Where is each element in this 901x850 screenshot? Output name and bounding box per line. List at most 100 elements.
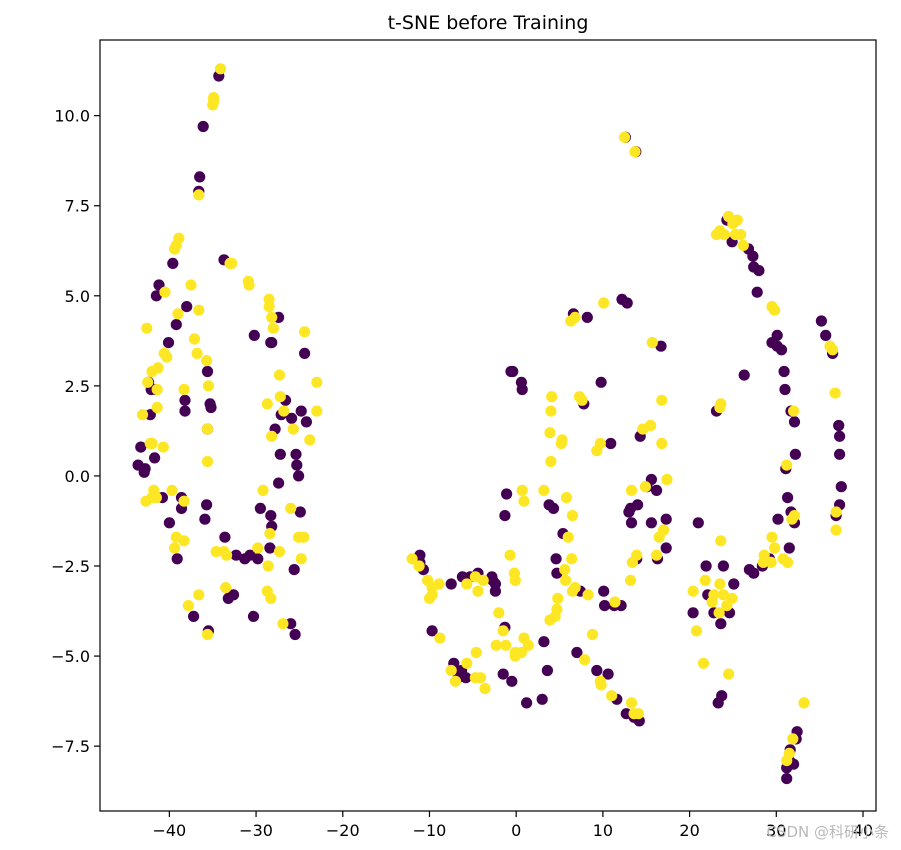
data-point-class-1 — [220, 582, 232, 594]
data-point-class-0 — [144, 409, 156, 421]
data-point-class-1 — [579, 654, 591, 666]
data-point-class-1 — [142, 376, 154, 388]
data-point-class-0 — [788, 416, 801, 428]
data-point-class-1 — [267, 322, 279, 334]
data-point-class-1 — [781, 459, 793, 471]
data-point-class-1 — [252, 542, 264, 554]
y-tick-label: −5.0 — [51, 647, 90, 666]
data-point-class-0 — [445, 578, 457, 590]
data-point-class-1 — [298, 531, 310, 543]
data-point-class-1 — [178, 495, 190, 507]
data-point-class-0 — [197, 120, 209, 133]
data-point-class-1 — [201, 628, 214, 641]
data-point-class-0 — [139, 463, 151, 475]
data-point-class-1 — [645, 419, 657, 432]
data-point-class-1 — [287, 423, 299, 435]
data-point-class-0 — [286, 412, 298, 424]
data-point-class-1 — [552, 592, 564, 605]
data-point-class-1 — [188, 333, 201, 345]
data-point-class-1 — [151, 383, 163, 396]
x-tick-label: 30 — [766, 821, 786, 840]
x-tick-label: 10 — [593, 821, 613, 840]
data-point-class-1 — [661, 473, 673, 486]
data-point-class-1 — [769, 304, 781, 316]
data-point-class-1 — [586, 628, 599, 641]
data-point-class-1 — [218, 546, 230, 558]
data-point-class-1 — [277, 618, 289, 630]
x-tick-label: 20 — [679, 821, 699, 840]
data-point-class-0 — [595, 376, 607, 388]
data-point-class-1 — [490, 639, 502, 651]
data-point-class-0 — [179, 394, 191, 406]
data-point-class-0 — [521, 697, 533, 709]
data-point-class-0 — [181, 301, 193, 313]
data-point-class-0 — [715, 618, 727, 630]
data-point-class-1 — [413, 560, 425, 572]
data-point-class-1 — [504, 549, 516, 561]
data-point-class-1 — [472, 585, 484, 597]
data-point-class-1 — [434, 632, 446, 644]
y-tick-label: −2.5 — [51, 557, 90, 576]
data-point-class-1 — [144, 437, 156, 450]
plot-frame — [99, 39, 877, 812]
data-point-class-0 — [834, 430, 846, 442]
data-point-class-1 — [311, 376, 323, 388]
data-point-class-0 — [621, 297, 633, 309]
data-point-class-1 — [273, 369, 286, 381]
data-point-class-1 — [285, 502, 297, 514]
data-point-class-0 — [833, 419, 845, 432]
data-point-class-1 — [461, 578, 473, 590]
data-point-class-0 — [581, 311, 593, 323]
data-point-class-1 — [731, 214, 743, 226]
data-point-class-1 — [311, 405, 323, 417]
data-point-class-1 — [141, 322, 153, 334]
data-point-class-1 — [656, 437, 668, 450]
data-point-class-0 — [815, 315, 828, 327]
data-point-class-1 — [202, 380, 214, 392]
x-tick-label: −10 — [413, 821, 447, 840]
data-point-class-1 — [646, 337, 658, 349]
x-tick-label: 40 — [853, 821, 873, 840]
data-point-class-1 — [493, 607, 505, 619]
data-point-class-1 — [735, 229, 747, 241]
data-point-class-1 — [544, 614, 556, 626]
data-point-class-1 — [214, 63, 227, 75]
data-point-class-1 — [576, 394, 588, 406]
data-point-class-0 — [835, 481, 847, 493]
data-point-class-1 — [201, 455, 214, 468]
data-point-class-0 — [751, 286, 763, 298]
data-point-class-1 — [262, 560, 274, 572]
data-point-class-0 — [660, 513, 672, 525]
data-point-class-1 — [140, 495, 152, 507]
data-point-class-0 — [171, 553, 183, 565]
data-point-class-1 — [470, 646, 482, 659]
data-point-class-1 — [509, 574, 521, 587]
data-point-class-1 — [545, 455, 557, 468]
data-point-class-1 — [477, 574, 489, 587]
data-point-class-0 — [516, 383, 528, 396]
data-point-class-1 — [193, 589, 205, 601]
data-point-class-1 — [182, 600, 194, 612]
data-point-class-1 — [687, 585, 699, 597]
data-point-class-0 — [219, 531, 231, 543]
data-point-class-1 — [515, 646, 528, 659]
data-point-class-1 — [146, 365, 158, 378]
x-tick-label: −30 — [239, 821, 273, 840]
data-point-class-1 — [201, 355, 213, 367]
data-point-class-0 — [230, 549, 242, 561]
data-point-class-1 — [560, 492, 573, 504]
data-point-class-1 — [161, 351, 173, 363]
data-point-class-1 — [136, 409, 149, 421]
points-layer — [132, 63, 847, 785]
data-point-class-1 — [827, 344, 839, 356]
data-point-class-1 — [562, 531, 574, 543]
data-point-class-1 — [426, 589, 438, 601]
data-point-class-1 — [518, 495, 530, 507]
data-point-class-0 — [179, 405, 191, 417]
data-point-class-0 — [779, 383, 791, 396]
data-point-class-1 — [201, 423, 214, 435]
data-point-class-1 — [726, 592, 738, 605]
data-point-class-0 — [738, 369, 750, 381]
data-point-class-0 — [199, 513, 211, 525]
data-point-class-1 — [295, 553, 307, 565]
